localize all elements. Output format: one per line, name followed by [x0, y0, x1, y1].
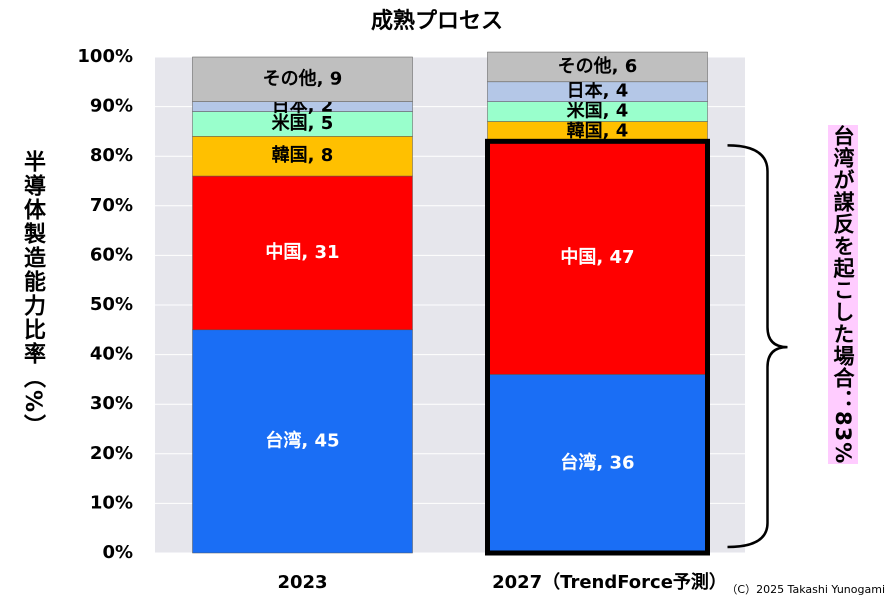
x-tick-label: 2027（TrendForce予測） — [492, 571, 727, 593]
y-tick-label: 70% — [90, 195, 133, 216]
chart-title: 成熟プロセス — [371, 8, 503, 34]
data-label: 中国, 31 — [265, 241, 339, 263]
y-tick-label: 80% — [90, 145, 133, 166]
y-tick-label: 0% — [102, 542, 133, 563]
data-label: 米国, 5 — [272, 112, 334, 134]
data-label: その他, 6 — [558, 55, 638, 77]
data-label: 米国, 4 — [567, 100, 629, 122]
data-label: その他, 9 — [263, 67, 343, 89]
data-label: 韓国, 4 — [567, 119, 629, 141]
data-label: 中国, 47 — [560, 246, 634, 268]
annotation: 台湾が謀反を起こした場合：83% — [828, 125, 858, 465]
x-tick-label: 2023 — [277, 572, 327, 593]
y-tick-label: 50% — [90, 294, 133, 315]
bar-segment — [487, 51, 708, 83]
data-label: 台湾, 36 — [560, 452, 634, 474]
brace — [727, 144, 788, 549]
credit: （C）2025 Takashi Yunogami — [726, 583, 885, 596]
data-label: 韓国, 8 — [272, 144, 334, 166]
y-tick-label: 100% — [77, 46, 133, 67]
bar-segment — [192, 329, 413, 554]
highlight-box — [485, 138, 710, 556]
bar-segment — [192, 111, 413, 137]
bar-segment — [487, 141, 708, 375]
y-axis-label: 半導体製造能力比率（%） — [20, 150, 45, 439]
data-label: 台湾, 45 — [265, 429, 339, 451]
y-tick-label: 40% — [90, 344, 133, 365]
y-tick-label: 20% — [90, 443, 133, 464]
y-tick-label: 90% — [90, 96, 133, 117]
bar-segment — [192, 56, 413, 102]
y-tick-label: 30% — [90, 393, 133, 414]
bar-segment — [192, 136, 413, 177]
data-label: 日本, 4 — [567, 80, 629, 102]
y-tick-label: 60% — [90, 244, 133, 265]
y-tick-label: 10% — [90, 492, 133, 513]
bar-segment — [192, 175, 413, 331]
